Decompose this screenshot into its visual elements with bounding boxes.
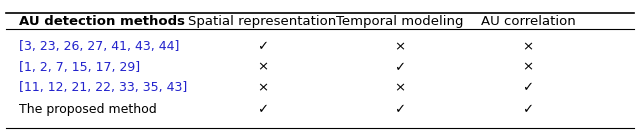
- Text: [11, 12, 21, 22, 33, 35, 43]: [11, 12, 21, 22, 33, 35, 43]: [19, 81, 188, 94]
- Text: ✓: ✓: [394, 103, 406, 116]
- Text: ×: ×: [394, 40, 406, 53]
- Text: ×: ×: [522, 61, 534, 74]
- Text: ×: ×: [257, 81, 268, 94]
- Text: ✓: ✓: [522, 81, 534, 94]
- Text: Spatial representation: Spatial representation: [188, 15, 337, 28]
- Text: The proposed method: The proposed method: [19, 103, 157, 116]
- Text: ✓: ✓: [257, 40, 268, 53]
- Text: ×: ×: [257, 61, 268, 74]
- Text: ×: ×: [394, 81, 406, 94]
- Text: [1, 2, 7, 15, 17, 29]: [1, 2, 7, 15, 17, 29]: [19, 61, 140, 74]
- Text: ×: ×: [522, 40, 534, 53]
- Text: ✓: ✓: [394, 61, 406, 74]
- Text: ✓: ✓: [522, 103, 534, 116]
- Text: ✓: ✓: [257, 103, 268, 116]
- Text: [3, 23, 26, 27, 41, 43, 44]: [3, 23, 26, 27, 41, 43, 44]: [19, 40, 180, 53]
- Text: AU detection methods: AU detection methods: [19, 15, 185, 28]
- Text: Temporal modeling: Temporal modeling: [336, 15, 464, 28]
- Text: AU correlation: AU correlation: [481, 15, 575, 28]
